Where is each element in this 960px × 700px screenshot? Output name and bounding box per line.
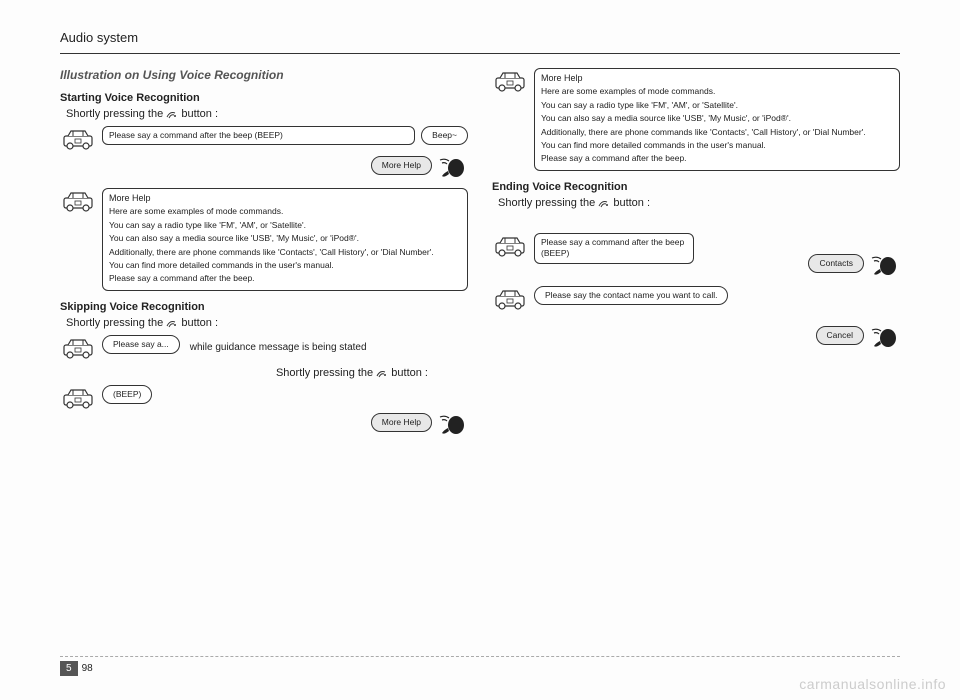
more-help-bubble: More Help Here are some examples of mode… [102, 188, 468, 291]
right-column: More Help Here are some examples of mode… [492, 68, 900, 445]
more-help-button[interactable]: More Help [371, 156, 432, 175]
car-icon [492, 288, 528, 312]
car-icon [492, 70, 528, 94]
start-heading: Starting Voice Recognition [60, 92, 468, 104]
help-line: You can also say a media source like 'US… [541, 113, 893, 124]
help-line: Here are some examples of mode commands. [541, 86, 893, 97]
end-instruction-pre: Shortly pressing the [498, 197, 598, 209]
talk-icon [870, 254, 900, 280]
voice-button-icon [376, 368, 388, 378]
help-line: Please say a command after the beep. [109, 273, 461, 284]
help-line: You can say a radio type like 'FM', 'AM'… [541, 100, 893, 111]
skip-instruction-post: button : [178, 317, 218, 329]
help-line: Please say a command after the beep. [541, 153, 893, 164]
voice-button-icon [166, 318, 178, 328]
beep-prompt-bubble: Please say a command after the beep (BEE… [102, 126, 415, 145]
start-instruction-post: button : [178, 108, 218, 120]
beep-response-bubble: Beep~ [421, 126, 468, 145]
skip-instruction-pre: Shortly pressing the [66, 317, 166, 329]
short-press-2-post: button : [388, 367, 428, 379]
help-line: You can find more detailed commands in t… [541, 140, 893, 151]
beep-prompt-bubble: Please say a command after the beep (BEE… [534, 233, 694, 264]
header-rule [60, 53, 900, 54]
car-icon [60, 128, 96, 152]
help-line: Here are some examples of mode commands. [109, 206, 461, 217]
car-icon [60, 337, 96, 361]
end-heading: Ending Voice Recognition [492, 181, 900, 193]
guidance-text: while guidance message is being stated [190, 342, 367, 353]
talk-icon [438, 156, 468, 182]
section-title: Illustration on Using Voice Recognition [60, 68, 468, 82]
start-instruction: Shortly pressing the button : [60, 108, 468, 120]
footer: 5 98 [60, 656, 900, 676]
help-line: You can also say a media source like 'US… [109, 233, 461, 244]
beep-only-bubble: (BEEP) [102, 385, 152, 404]
car-icon [60, 190, 96, 214]
start-instruction-pre: Shortly pressing the [66, 108, 166, 120]
left-column: Illustration on Using Voice Recognition … [60, 68, 468, 445]
page-number: 98 [82, 663, 93, 674]
car-icon [492, 235, 528, 259]
more-help-button[interactable]: More Help [371, 413, 432, 432]
skip-instruction: Shortly pressing the button : [60, 317, 468, 329]
car-icon [60, 387, 96, 411]
end-instruction: Shortly pressing the button : [492, 197, 900, 209]
skip-heading: Skipping Voice Recognition [60, 301, 468, 313]
cancel-button[interactable]: Cancel [816, 326, 864, 345]
short-press-2: Shortly pressing the button : [60, 367, 468, 379]
help-title: More Help [541, 72, 893, 84]
contact-name-bubble: Please say the contact name you want to … [534, 286, 728, 305]
help-line: You can find more detailed commands in t… [109, 260, 461, 271]
voice-button-icon [598, 198, 610, 208]
header-title: Audio system [60, 30, 900, 49]
watermark: carmanualsonline.info [799, 676, 946, 692]
help-line: Additionally, there are phone commands l… [109, 247, 461, 258]
contacts-button[interactable]: Contacts [808, 254, 864, 273]
more-help-bubble: More Help Here are some examples of mode… [534, 68, 900, 171]
end-instruction-post: button : [610, 197, 650, 209]
talk-icon [438, 413, 468, 439]
help-title: More Help [109, 192, 461, 204]
voice-button-icon [166, 109, 178, 119]
short-press-2-pre: Shortly pressing the [276, 367, 376, 379]
chapter-number: 5 [60, 661, 78, 676]
please-say-a-bubble: Please say a... [102, 335, 180, 354]
help-line: You can say a radio type like 'FM', 'AM'… [109, 220, 461, 231]
talk-icon [870, 326, 900, 352]
help-line: Additionally, there are phone commands l… [541, 127, 893, 138]
